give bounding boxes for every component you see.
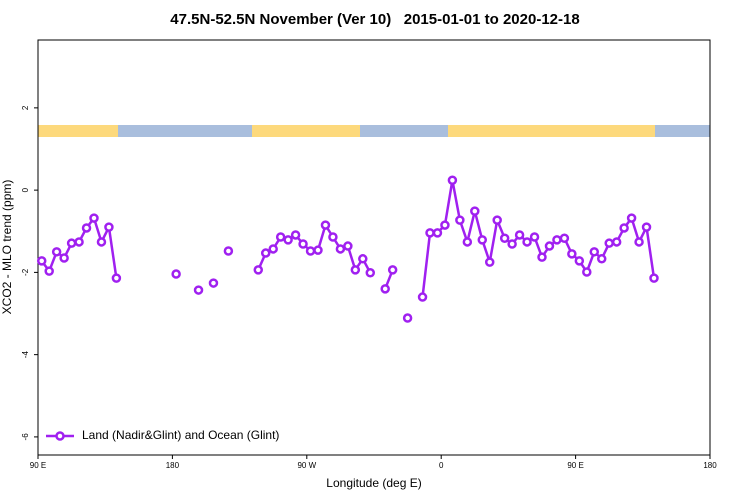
data-point: [611, 237, 622, 247]
data-point: [499, 233, 510, 243]
data-point: [320, 220, 331, 230]
data-point: [649, 273, 659, 283]
x-tick-label: 0: [439, 461, 444, 470]
data-point: [51, 247, 62, 257]
data-point: [537, 252, 547, 262]
data-point: [440, 220, 450, 230]
plot-frame: [37, 39, 711, 456]
x-tick-label: 90 W: [297, 461, 316, 470]
data-point: [417, 292, 428, 302]
data-point: [470, 206, 480, 216]
data-point: [223, 246, 234, 256]
data-point: [275, 232, 286, 242]
data-point: [634, 237, 644, 247]
x-tick-label: 180: [703, 461, 717, 470]
data-point: [552, 235, 562, 245]
data-point: [619, 223, 629, 233]
data-point: [343, 241, 353, 251]
data-point: [268, 244, 278, 254]
data-point: [171, 269, 181, 279]
data-point: [59, 253, 69, 263]
x-axis-label: Longitude (deg E): [326, 476, 421, 490]
data-point: [455, 215, 465, 225]
legend-label: Land (Nadir&Glint) and Ocean (Glint): [82, 428, 279, 442]
data-point: [544, 241, 555, 251]
data-point: [604, 238, 614, 248]
data-point: [89, 213, 99, 223]
ocean-segment: [360, 125, 448, 137]
data-point: [596, 254, 607, 264]
chart-title: 47.5N-52.5N November (Ver 10) 2015-01-01…: [170, 11, 579, 28]
data-point: [387, 265, 398, 275]
data-point: [447, 175, 458, 186]
data-point: [574, 256, 585, 266]
land-segment: [252, 125, 360, 137]
land-ocean-band: [38, 125, 710, 137]
data-point: [305, 246, 316, 256]
legend-marker: [55, 431, 65, 441]
data-point: [260, 248, 271, 258]
y-tick-label: -2: [21, 268, 30, 276]
data-point: [529, 232, 540, 242]
data-point: [626, 213, 637, 223]
data-point: [350, 265, 361, 275]
data-point: [111, 273, 122, 283]
data-point: [641, 222, 652, 232]
data-point: [96, 237, 107, 247]
data-point: [193, 285, 204, 295]
ocean-segment: [655, 125, 710, 137]
land-segment: [38, 125, 118, 137]
data-point: [66, 238, 77, 248]
data-point: [582, 267, 592, 277]
data-point: [462, 237, 473, 247]
data-point: [335, 244, 346, 254]
data-point: [208, 278, 219, 288]
data-point: [290, 230, 301, 240]
data-point: [44, 266, 54, 276]
data-point: [74, 237, 84, 247]
data-point: [484, 257, 495, 267]
y-tick-label: -6: [21, 433, 30, 441]
data-point: [425, 228, 435, 238]
data-point: [283, 235, 293, 245]
data-point: [81, 223, 92, 233]
data-point: [492, 215, 502, 225]
y-tick-label: 0: [21, 187, 30, 192]
y-tick-label: 2: [21, 105, 30, 110]
data-point: [380, 284, 390, 294]
data-point: [36, 256, 47, 266]
data-point: [313, 245, 323, 255]
data-point: [559, 233, 570, 243]
data-point: [477, 235, 488, 245]
x-tick-label: 90 E: [567, 461, 583, 470]
data-point: [358, 254, 368, 264]
data-point: [514, 230, 525, 240]
ocean-segment: [118, 125, 252, 137]
land-segment: [448, 125, 655, 137]
data-point: [253, 265, 264, 275]
y-tick-label: -4: [21, 351, 30, 359]
y-axis-label: XCO2 - MLO trend (ppm): [0, 180, 14, 315]
x-tick-label: 180: [166, 461, 180, 470]
data-point: [365, 268, 376, 278]
data-point: [589, 247, 600, 257]
data-point: [104, 222, 114, 232]
data-point: [328, 232, 338, 242]
data-point: [402, 313, 413, 323]
data-point: [432, 228, 443, 238]
data-point: [567, 249, 577, 259]
data-point: [298, 239, 308, 249]
data-point: [522, 237, 532, 247]
data-point: [507, 239, 517, 249]
x-tick-label: 90 E: [30, 461, 46, 470]
